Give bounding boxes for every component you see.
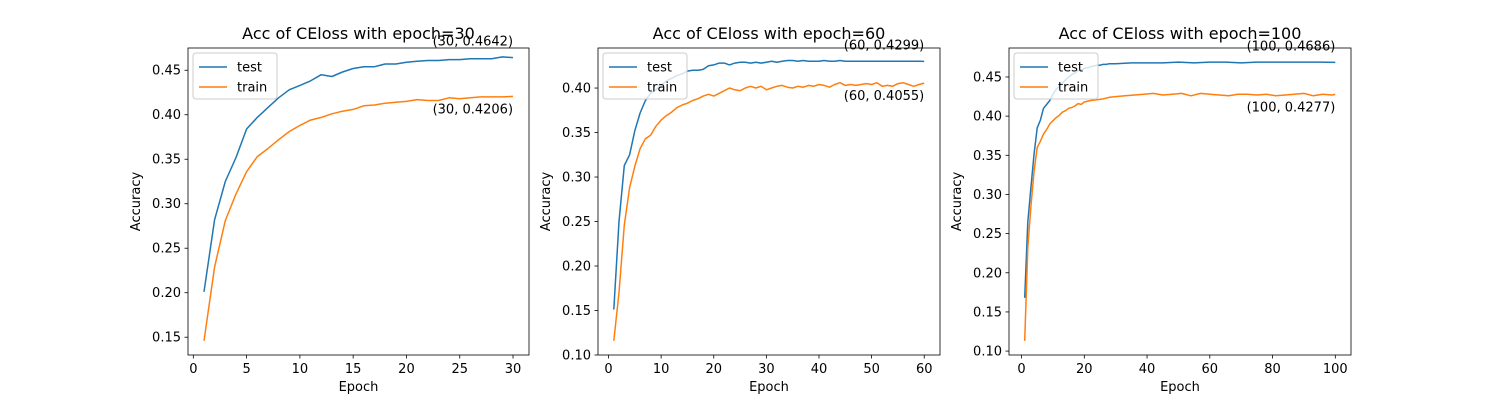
y-tick-label: 0.35 <box>152 153 181 168</box>
y-tick-label: 0.30 <box>973 188 1002 203</box>
subplot-3: 0 20 40 60 80 100 0.10 0.15 0.20 0.25 0.30 0.35 0.40… <box>950 24 1352 395</box>
x-tick-label: 0 <box>1017 362 1025 377</box>
axes-frame <box>597 47 941 356</box>
series-line-train <box>613 81 925 341</box>
legend-label-test: test <box>647 61 672 76</box>
x-tick-label: 20 <box>1076 362 1093 377</box>
x-tick-label: 10 <box>292 362 309 377</box>
y-tick-label: 0.25 <box>562 215 591 230</box>
y-axis-label: Accuracy <box>539 172 554 232</box>
x-tick-label: 40 <box>1139 362 1156 377</box>
x-tick-label: 5 <box>242 362 250 377</box>
x-axis-label: Epoch <box>749 380 789 395</box>
y-tick-label: 0.40 <box>973 110 1002 125</box>
y-tick-label: 0.10 <box>562 349 591 364</box>
y-tick-label: 0.40 <box>562 82 591 97</box>
series-line-test <box>203 56 514 292</box>
y-tick-label: 0.15 <box>973 305 1002 320</box>
y-tick-label: 0.20 <box>152 286 181 301</box>
chart-title: Acc of CEloss with epoch=60 <box>653 24 886 43</box>
x-tick-label: 20 <box>398 362 415 377</box>
annotation-above: (100, 0.4686) <box>1247 39 1336 54</box>
x-tick-label: 30 <box>758 362 775 377</box>
y-axis-label: Accuracy <box>950 172 965 232</box>
y-tick-label: 0.20 <box>973 266 1002 281</box>
y-tick-label: 0.10 <box>973 345 1002 360</box>
annotation-below: (30, 0.4206) <box>433 102 513 117</box>
y-tick-label: 0.45 <box>152 64 181 79</box>
y-axis-label: Accuracy <box>129 172 144 232</box>
y-tick-label: 0.45 <box>973 70 1002 85</box>
y-tick-label: 0.20 <box>562 260 591 275</box>
y-tick-label: 0.30 <box>152 197 181 212</box>
y-tick-label: 0.25 <box>973 227 1002 242</box>
x-tick-label: 15 <box>345 362 362 377</box>
x-tick-label: 30 <box>505 362 522 377</box>
legend: test train <box>602 52 688 100</box>
x-tick-label: 50 <box>863 362 880 377</box>
x-tick-label: 80 <box>1264 362 1281 377</box>
annotation-below: (100, 0.4277) <box>1247 100 1336 115</box>
axes-frame <box>1008 47 1352 356</box>
legend-label-train: train <box>647 81 677 96</box>
x-tick-label: 10 <box>653 362 670 377</box>
legend-label-train: train <box>1058 81 1088 96</box>
legend: test train <box>192 52 278 100</box>
annotation-above: (30, 0.4642) <box>433 35 513 50</box>
x-tick-label: 100 <box>1323 362 1348 377</box>
series-line-train <box>203 95 514 341</box>
x-tick-label: 25 <box>451 362 468 377</box>
x-axis-label: Epoch <box>1160 380 1200 395</box>
legend-label-test: test <box>237 61 262 76</box>
x-tick-label: 20 <box>705 362 722 377</box>
x-tick-label: 0 <box>189 362 197 377</box>
y-tick-label: 0.30 <box>562 171 591 186</box>
y-tick-label: 0.40 <box>152 108 181 123</box>
legend-label-train: train <box>237 81 267 96</box>
series-line-train <box>1023 92 1336 341</box>
y-tick-label: 0.35 <box>562 126 591 141</box>
x-tick-label: 0 <box>604 362 612 377</box>
legend-label-test: test <box>1058 61 1083 76</box>
y-tick-label: 0.35 <box>973 149 1002 164</box>
x-tick-label: 40 <box>811 362 828 377</box>
y-tick-label: 0.25 <box>152 242 181 257</box>
subplot-2: 0 10 20 30 40 50 60 0.10 0.15 0.20 0.25 0.30 0.35 0.4… <box>539 24 941 395</box>
chart-title: Acc of CEloss with epoch=100 <box>1059 24 1302 43</box>
y-tick-label: 0.15 <box>562 304 591 319</box>
annotation-below: (60, 0.4055) <box>844 89 924 104</box>
x-tick-label: 60 <box>916 362 933 377</box>
chart-title: Acc of CEloss with epoch=30 <box>242 24 475 43</box>
legend: test train <box>1013 52 1099 100</box>
y-tick-label: 0.15 <box>152 331 181 346</box>
x-axis-label: Epoch <box>339 380 379 395</box>
x-tick-label: 60 <box>1202 362 1219 377</box>
annotation-above: (60, 0.4299) <box>844 38 924 53</box>
axes-frame <box>187 47 530 356</box>
subplot-1: 0 5 10 15 20 25 30 0.15 0.20 0.25 0.30 0.35 0.40 0.45… <box>129 24 530 395</box>
